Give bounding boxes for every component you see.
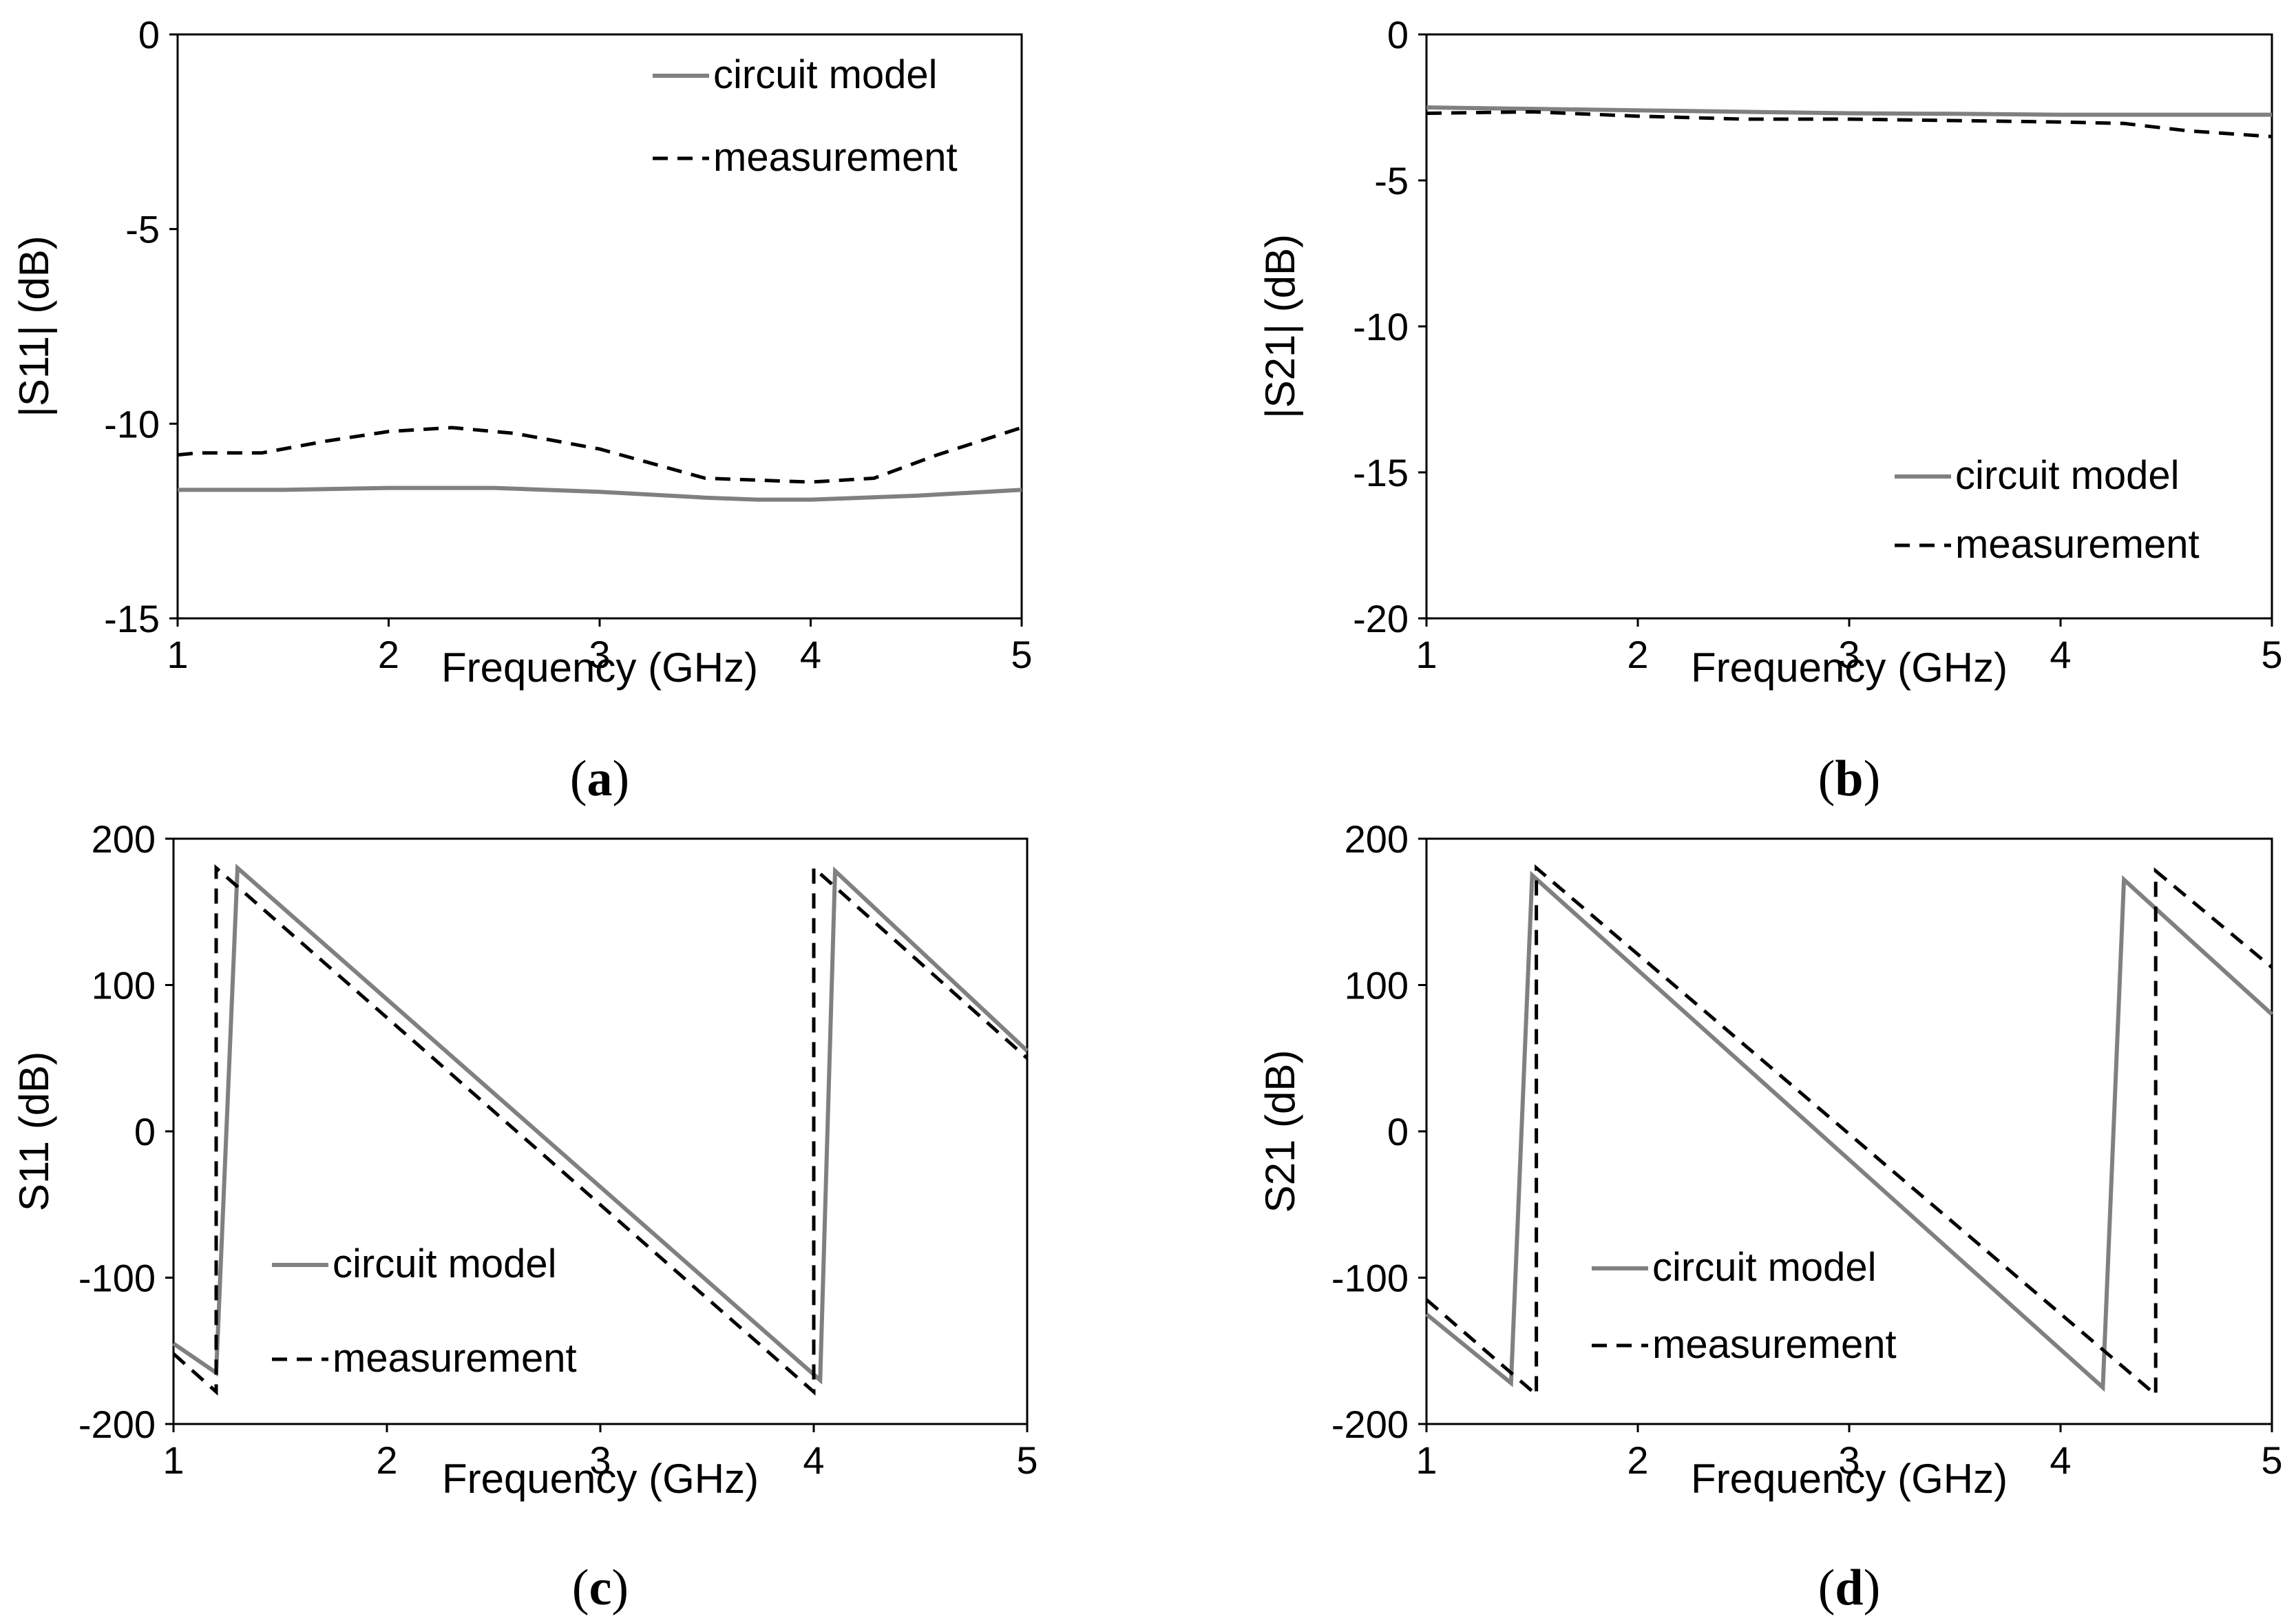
y-tick-label: -100 bbox=[1331, 1257, 1409, 1300]
x-tick-label: 1 bbox=[167, 633, 188, 676]
y-tick-label: 0 bbox=[134, 1110, 156, 1153]
legend: circuit model measurement bbox=[1592, 1245, 1897, 1367]
series-line-measurement bbox=[1426, 109, 2273, 138]
y-tick-label: -200 bbox=[78, 1403, 156, 1446]
caption-letter: a bbox=[587, 751, 613, 807]
panel-caption: (c) bbox=[572, 1560, 629, 1616]
series-line-circuit-model bbox=[1425, 870, 2274, 1392]
y-tick-label: -20 bbox=[1353, 597, 1409, 640]
legend-label: circuit model bbox=[1955, 453, 2180, 498]
x-tick-label: 2 bbox=[378, 633, 399, 676]
x-tick-label: 3 bbox=[589, 633, 610, 676]
x-axis-label: Frequency (GHz) bbox=[442, 1456, 759, 1502]
legend-label: circuit model bbox=[333, 1242, 557, 1286]
caption-close-paren: ) bbox=[1864, 1560, 1881, 1616]
y-tick-label: 200 bbox=[1345, 817, 1409, 861]
caption-open-paren: ( bbox=[1818, 751, 1835, 807]
x-tick-label: 1 bbox=[162, 1438, 184, 1482]
x-tick-label: 4 bbox=[800, 633, 821, 676]
y-tick-label: 100 bbox=[1345, 964, 1409, 1007]
legend-label: measurement bbox=[1652, 1322, 1897, 1367]
y-tick-label: 100 bbox=[92, 964, 156, 1007]
y-tick-label: -15 bbox=[104, 597, 160, 640]
caption-letter: c bbox=[589, 1560, 612, 1616]
series-line-circuit-model bbox=[1426, 105, 2272, 117]
legend-label: circuit model bbox=[713, 52, 938, 97]
x-tick-label: 3 bbox=[589, 1438, 611, 1482]
x-tick-label: 2 bbox=[1627, 633, 1648, 676]
series-line-measurement bbox=[177, 426, 1022, 484]
panel-caption: (b) bbox=[1818, 751, 1880, 807]
y-tick-label: -5 bbox=[1374, 159, 1409, 202]
y-tick-label: 0 bbox=[1387, 1110, 1409, 1153]
x-axis-label: Frequency (GHz) bbox=[1691, 1456, 2008, 1502]
x-tick-label: 4 bbox=[803, 1438, 824, 1482]
caption-open-paren: ( bbox=[1818, 1560, 1835, 1616]
panel-caption: (a) bbox=[570, 751, 629, 807]
chart-panel-b: 0 -5 -10 -15 -201 2 3 4 5 Frequency (GHz) |S21| (d… bbox=[1257, 13, 2283, 807]
legend-label: measurement bbox=[713, 135, 958, 180]
x-tick-label: 4 bbox=[2050, 1438, 2071, 1482]
x-tick-label: 3 bbox=[1838, 633, 1860, 676]
series-line-measurement bbox=[1425, 864, 2273, 1399]
legend-label: measurement bbox=[333, 1336, 577, 1381]
x-tick-label: 2 bbox=[376, 1438, 397, 1482]
legend-label: circuit model bbox=[1652, 1245, 1877, 1290]
x-tick-label: 5 bbox=[1016, 1438, 1038, 1482]
x-axis-label: Frequency (GHz) bbox=[1691, 645, 2008, 691]
caption-letter: b bbox=[1835, 751, 1863, 807]
caption-close-paren: ) bbox=[611, 1560, 629, 1616]
x-tick-label: 3 bbox=[1838, 1438, 1860, 1482]
y-tick-label: -200 bbox=[1331, 1403, 1409, 1446]
y-tick-label: 0 bbox=[138, 13, 160, 56]
chart-panel-a: 0 -5 -10 -151 2 3 4 5 Frequency (GHz) |S11| (dB) c… bbox=[11, 13, 1033, 807]
y-axis-label: S11 (dB) bbox=[11, 1051, 57, 1211]
y-axis-label: |S11| (dB) bbox=[11, 235, 57, 417]
x-tick-label: 1 bbox=[1415, 1438, 1437, 1482]
y-axis-label: |S21| (dB) bbox=[1257, 234, 1303, 419]
series-line-circuit-model bbox=[178, 485, 1022, 502]
y-tick-label: -5 bbox=[125, 208, 160, 251]
caption-close-paren: ) bbox=[1864, 751, 1881, 807]
x-tick-label: 2 bbox=[1627, 1438, 1648, 1482]
x-tick-label: 4 bbox=[2050, 633, 2071, 676]
legend-label: measurement bbox=[1955, 522, 2200, 567]
plot-frame bbox=[176, 33, 1023, 620]
y-tick-label: -10 bbox=[104, 402, 160, 446]
series-line-circuit-model bbox=[172, 863, 1029, 1385]
y-tick-label: -10 bbox=[1353, 305, 1409, 348]
y-tick-label: 200 bbox=[92, 817, 156, 861]
legend: circuit model measurement bbox=[653, 52, 958, 180]
series-line-measurement bbox=[172, 863, 1029, 1396]
y-tick-label: -15 bbox=[1353, 451, 1409, 494]
x-tick-label: 5 bbox=[2261, 1438, 2282, 1482]
panel-caption: (d) bbox=[1818, 1560, 1880, 1616]
x-tick-label: 1 bbox=[1415, 633, 1437, 676]
y-axis-label: S21 (dB) bbox=[1257, 1050, 1303, 1213]
x-tick-label: 5 bbox=[1011, 633, 1032, 676]
caption-letter: d bbox=[1835, 1560, 1863, 1616]
caption-open-paren: ( bbox=[570, 751, 587, 807]
legend: circuit model measurement bbox=[272, 1242, 577, 1381]
legend: circuit model measurement bbox=[1895, 453, 2200, 567]
x-axis-label: Frequency (GHz) bbox=[441, 645, 758, 691]
caption-close-paren: ) bbox=[613, 751, 630, 807]
x-tick-label: 5 bbox=[2261, 633, 2282, 676]
y-tick-label: 0 bbox=[1387, 13, 1409, 56]
caption-open-paren: ( bbox=[572, 1560, 589, 1616]
y-tick-label: -100 bbox=[78, 1257, 156, 1300]
